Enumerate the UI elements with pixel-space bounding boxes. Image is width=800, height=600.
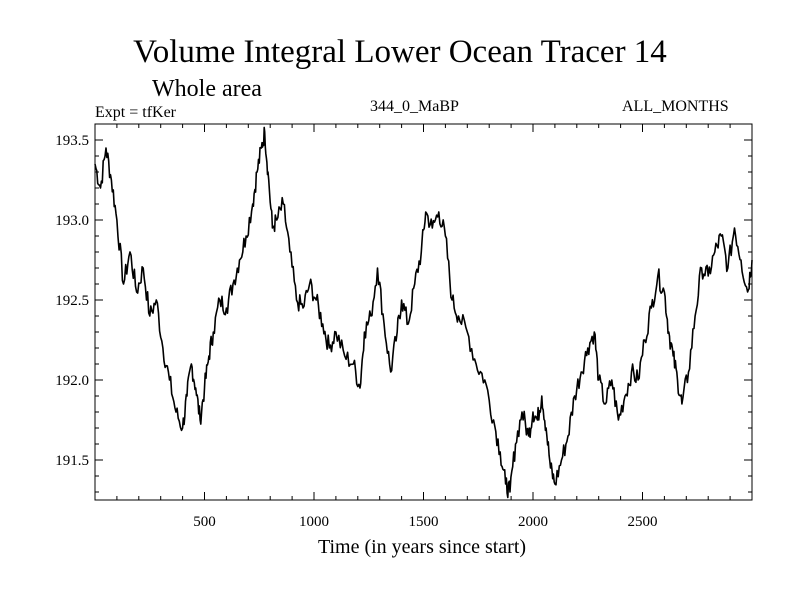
x-axis-label: Time (in years since start) (317, 536, 527, 558)
axis-tick-labels: 500 1000 1500 2000 2500 191.5 192.0 192.5 193.0 1… (55, 133, 657, 530)
series-layer (94, 126, 753, 499)
chart-subtitle: Whole area (152, 76, 262, 102)
series-line (94, 126, 753, 499)
y-tick-label: 193.5 (55, 133, 89, 149)
y-tick-label: 193.0 (55, 213, 89, 229)
y-tick-label: 192.0 (55, 373, 89, 389)
x-tick-label: 500 (193, 514, 216, 530)
y-tick-label: 192.5 (55, 293, 89, 309)
experiment-label: Expt = tfKer (95, 104, 176, 121)
x-tick-label: 1000 (299, 514, 329, 530)
y-tick-label: 191.5 (55, 453, 89, 469)
months-label: ALL_MONTHS (622, 98, 729, 115)
x-tick-label: 2000 (518, 514, 548, 530)
chart-title: Volume Integral Lower Ocean Tracer 14 (133, 34, 667, 70)
plot-frame (94, 123, 753, 501)
x-tick-label: 1500 (409, 514, 439, 530)
axis-ticks (95, 123, 752, 500)
x-tick-label: 2500 (628, 514, 658, 530)
period-label: 344_0_MaBP (370, 98, 459, 115)
